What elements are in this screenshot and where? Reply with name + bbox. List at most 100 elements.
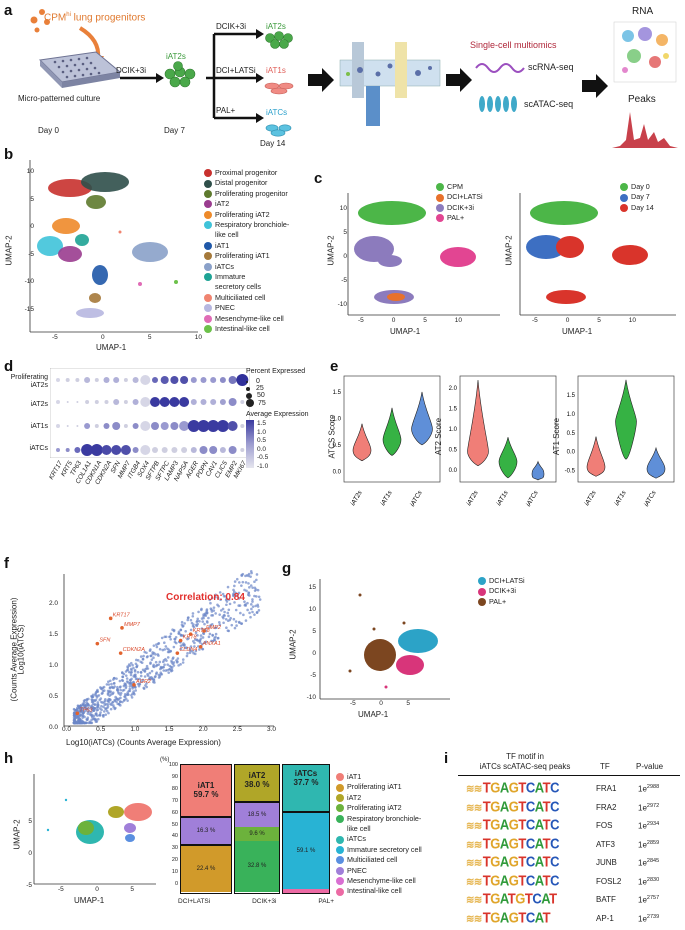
- tf-header: TF: [600, 762, 610, 771]
- iat2s-label: iAT2s: [166, 52, 186, 61]
- scatter-point: [254, 604, 257, 608]
- dot-SFTPB: [152, 447, 158, 453]
- motif-letter: C: [525, 852, 535, 871]
- scatter-point: [233, 601, 236, 604]
- dot-MMP7: [123, 378, 128, 382]
- scatter-point: [98, 713, 101, 717]
- motif-logo: ≋≋TGAGTCATC: [466, 797, 559, 814]
- dot-ITGB4: [132, 377, 139, 383]
- dot-CDKN2A: [103, 377, 110, 383]
- legend-swatch: [620, 183, 628, 192]
- scatter-point: [238, 581, 241, 584]
- panel-letter-e: e: [330, 358, 339, 375]
- motif-letter: T: [542, 871, 551, 889]
- peaks-label: Peaks: [628, 94, 656, 105]
- scatter-point: [81, 716, 84, 719]
- scatter-point: [206, 621, 209, 624]
- panel-e-ylabel-1: AT2 Score: [434, 417, 444, 456]
- panel-h-yticks: 5 0 -5: [22, 806, 32, 902]
- scatter-point: [109, 679, 112, 683]
- violin-category: iAT1s: [614, 489, 629, 507]
- dot-SFTPB: [150, 397, 160, 407]
- legend-swatch: [336, 835, 344, 844]
- dot-SFN: [113, 399, 120, 405]
- legend-swatch: [436, 193, 444, 202]
- scatter-point: [255, 578, 258, 582]
- dot-MMP7: [123, 400, 128, 404]
- motif-letter: T: [518, 797, 526, 815]
- scatter-point: [141, 657, 145, 661]
- ytick: 80: [171, 785, 178, 792]
- scatter-point: [227, 598, 231, 601]
- scatter-point: [193, 645, 196, 648]
- scatter-point: [237, 591, 241, 595]
- violin-plot-1: 2.0 1.5 1.0 0.5 0.0 iAT2s iAT1s iATCs: [449, 375, 557, 508]
- scatter-point: [196, 634, 199, 637]
- scatter-point: [139, 674, 143, 678]
- motif-logo: ≋≋TGAGTCAT: [466, 908, 551, 925]
- panel-letter-a: a: [4, 2, 13, 19]
- legend-label: iATCs: [347, 834, 367, 844]
- scatter-point: [172, 661, 176, 664]
- scatter-point: [100, 704, 103, 708]
- scatter-point: [132, 666, 135, 670]
- scatter-point: [94, 703, 97, 706]
- panel-letter-b: b: [4, 146, 14, 163]
- xtick: 5: [130, 886, 134, 893]
- scatter-point: [125, 677, 129, 680]
- legend-label: Intestinal-like cell: [347, 886, 402, 896]
- scatter-point: [100, 692, 104, 695]
- scatter-point: [210, 623, 214, 626]
- scatter-point: [81, 702, 85, 706]
- ytick: 0.0: [449, 468, 458, 474]
- panel-g-xticks: -5 0 5: [350, 700, 410, 707]
- scatter-point: [148, 677, 152, 681]
- motif-header-line: iATCs scATAC-seq peaks: [479, 762, 571, 771]
- scatter-point: [136, 659, 140, 662]
- xtick: 2.5: [232, 726, 242, 733]
- scatter-point: [136, 670, 140, 674]
- scatter-point: [169, 632, 173, 636]
- scatter-point: [208, 598, 212, 602]
- legend-swatch: [204, 242, 212, 251]
- ytick: 10: [308, 606, 316, 613]
- highlight-point-TP63: [75, 711, 80, 716]
- scatter-point: [102, 689, 106, 692]
- xtick: -5: [532, 317, 538, 324]
- dot-SFTPC: [161, 447, 168, 453]
- legend-item: Proliferating iAT1: [204, 251, 289, 261]
- day0-label: Day 0: [38, 126, 59, 135]
- bar-segment: 18.5 %: [235, 803, 279, 827]
- dot-KRT17: [56, 424, 60, 428]
- motif-letter: T: [482, 852, 491, 871]
- ytick: 1.0: [48, 662, 58, 669]
- legend-label: Immature: [215, 272, 246, 282]
- row-label: iATCs: [29, 445, 48, 452]
- big-arrow-icon: [308, 68, 334, 92]
- size-swatch: [246, 399, 254, 407]
- scatter-point: [240, 584, 243, 587]
- scatter-point: [189, 628, 193, 632]
- scatter-point: [133, 670, 137, 673]
- p-value-base: 1e: [638, 895, 647, 905]
- gene-annotation: CLDN4: [179, 647, 197, 653]
- motif-letter: G: [490, 871, 500, 889]
- scatter-point: [218, 613, 221, 616]
- scatter-point: [96, 688, 99, 692]
- scatter-point: [181, 661, 185, 664]
- legend-swatch: [336, 856, 344, 865]
- legend-label: like cell: [347, 824, 371, 834]
- xtick: 0.5: [96, 726, 106, 733]
- highlight-point-SFN: [95, 641, 100, 646]
- scatter-point: [140, 680, 143, 683]
- dot-SOX4: [140, 445, 151, 455]
- panel-c-legend-day: Day 0 Day 7 Day 14: [620, 182, 654, 213]
- panel-a-schematic: [30, 9, 678, 148]
- scatter-point: [171, 628, 174, 632]
- xtick: -5: [358, 317, 364, 324]
- legend-label: Intestinal-like cell: [215, 324, 270, 334]
- scatter-point: [106, 693, 110, 696]
- scatter-point: [130, 677, 133, 681]
- big-arrow-icon: [582, 74, 608, 98]
- scatter-point: [226, 585, 230, 589]
